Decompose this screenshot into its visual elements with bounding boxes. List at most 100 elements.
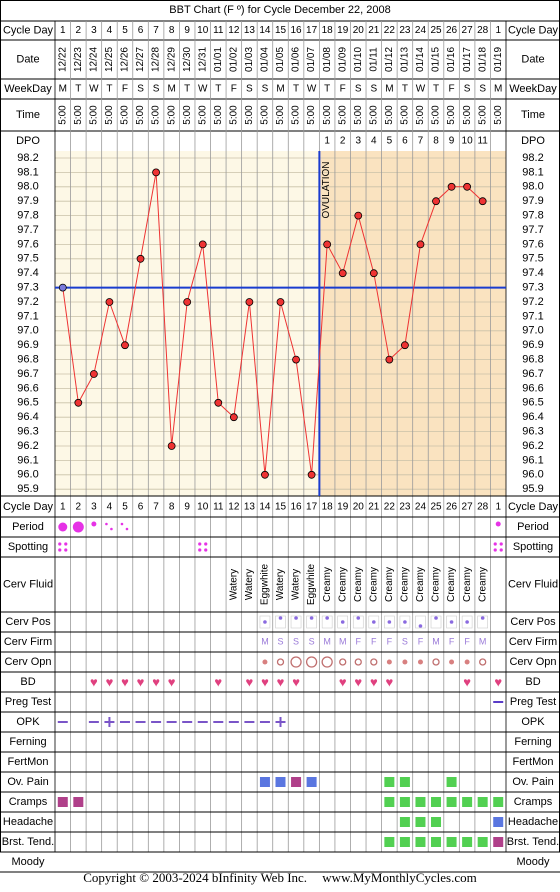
row-label-weekday: WeekDay [4, 83, 52, 95]
weekday-cell: T [293, 84, 299, 95]
cramps-mark [73, 797, 84, 807]
cerv-fluid-cell: Creamy [462, 567, 473, 602]
cerv-firm-cell: F [418, 636, 424, 646]
spotting-mark [204, 542, 208, 546]
cycle-day-bottom-cell: 15 [275, 502, 287, 513]
row-label-right-cerv-opn: Cerv Opn [509, 656, 556, 668]
date-cell: 12/25 [104, 47, 115, 72]
cerv-fluid-cell: Creamy [477, 567, 488, 602]
cerv-opn-mark [262, 659, 268, 665]
cycle-day-bottom-cell: 10 [197, 502, 209, 513]
row-label-right-brst-tend: Brst. Tend. [507, 836, 559, 848]
cycle-day-bottom-cell: 25 [430, 502, 442, 513]
y-tick-left: 97.3 [17, 282, 38, 294]
cerv-firm-cell: S [309, 636, 315, 646]
y-tick-right: 97.0 [522, 325, 543, 337]
row-label-ferning: Ferning [9, 736, 46, 748]
ov-pain-mark [399, 777, 410, 787]
temp-point [183, 298, 192, 306]
temp-point [58, 283, 67, 292]
weekday-cell: T [215, 84, 221, 95]
cramps-mark [415, 797, 426, 807]
cycle-day-bottom-cell: 26 [446, 502, 458, 513]
row-label-moody: Moody [11, 856, 45, 868]
weekday-cell: F [340, 84, 346, 95]
brst-tend-mark [446, 837, 457, 847]
weekday-cell: S [370, 84, 377, 95]
temp-point [198, 240, 207, 249]
row-label-cramps: Cramps [9, 796, 48, 808]
cerv-pos-box [306, 615, 317, 629]
date-cell: 01/01 [213, 47, 224, 72]
y-tick-right: 96.1 [522, 454, 543, 466]
cerv-pos-box [477, 615, 488, 629]
cerv-pos-box [384, 615, 395, 629]
cerv-pos-mark [278, 616, 283, 620]
cycle_day-cell: 23 [399, 25, 411, 36]
temp-point [229, 413, 238, 422]
y-tick-right: 98.0 [522, 181, 543, 193]
temp-point [401, 341, 409, 350]
weekday-cell: T [324, 84, 330, 95]
cerv-fluid-cell: Creamy [353, 567, 364, 602]
y-tick-left: 96.2 [17, 440, 38, 452]
cerv-firm-cell: F [371, 636, 377, 646]
temp-point [323, 240, 332, 249]
site-link[interactable]: www.MyMonthlyCycles.com [322, 870, 477, 885]
row-label-headache: Headache [3, 816, 53, 828]
cerv-opn-mark [449, 659, 455, 665]
headache-mark [431, 817, 442, 827]
cerv-pos-mark [449, 620, 454, 624]
cramps-mark [57, 797, 68, 807]
cerv-pos-mark [263, 620, 267, 624]
date-cell: 12/24 [89, 47, 100, 72]
row-label-right-cramps: Cramps [514, 796, 553, 808]
cerv-pos-mark [403, 620, 407, 624]
cerv-pos-box [290, 615, 302, 629]
temp-point [245, 298, 254, 306]
y-tick-right: 96.3 [522, 426, 543, 438]
cerv-pos-box [446, 615, 457, 629]
date-cell: 12/29 [166, 47, 177, 72]
date-cell: 01/11 [368, 47, 379, 72]
date-cell: 01/13 [400, 47, 411, 72]
date-cell: 01/05 [275, 47, 286, 72]
temp-point [89, 370, 98, 378]
cerv-opn-mark [402, 659, 408, 665]
y-tick-left: 96.5 [17, 397, 38, 409]
weekday-cell: T [106, 84, 112, 95]
cerv-pos-box [399, 615, 411, 629]
brst-tend-mark [462, 837, 473, 847]
cerv-opn-mark [479, 658, 487, 666]
weekday-cell: S [153, 84, 160, 95]
y-tick-right: 97.5 [522, 253, 543, 265]
bd-heart: ♥ [214, 674, 222, 689]
cerv-pos-box [259, 615, 271, 629]
temp-point [354, 211, 363, 220]
row-label-cycle_day: Cycle Day [3, 24, 54, 36]
period-mark [120, 522, 124, 526]
cerv-firm-cell: M [323, 636, 331, 646]
cerv-opn-mark [432, 658, 440, 666]
cycle_day-cell: 19 [337, 25, 349, 36]
y-tick-right: 96.0 [522, 469, 543, 481]
dpo-cell: 7 [418, 136, 424, 147]
row-label-right-bd: BD [525, 676, 540, 688]
date-cell: 01/14 [415, 47, 426, 72]
row-label-right-dpo: DPO [521, 135, 545, 147]
time-cell: 5:00 [462, 105, 473, 125]
row-label-right-cerv-fluid: Cerv Fluid [508, 578, 558, 590]
brst-tend-mark [399, 837, 410, 847]
brst-tend-mark [384, 837, 395, 847]
footer: Copyright © 2003-2024 bInfinity Web Inc.… [0, 870, 560, 886]
time-cell: 5:00 [353, 105, 364, 125]
row-label-cerv-opn: Cerv Opn [4, 656, 51, 668]
y-tick-right: 96.5 [522, 397, 543, 409]
cycle-day-bottom-cell: 2 [76, 502, 82, 513]
weekday-cell: M [276, 84, 284, 95]
cycle_day-cell: 9 [184, 25, 190, 36]
cycle-day-bottom-cell: 13 [244, 502, 256, 513]
brst-tend-mark [431, 837, 442, 847]
weekday-cell: M [59, 84, 67, 95]
cerv-fluid-cell: Creamy [337, 567, 348, 602]
